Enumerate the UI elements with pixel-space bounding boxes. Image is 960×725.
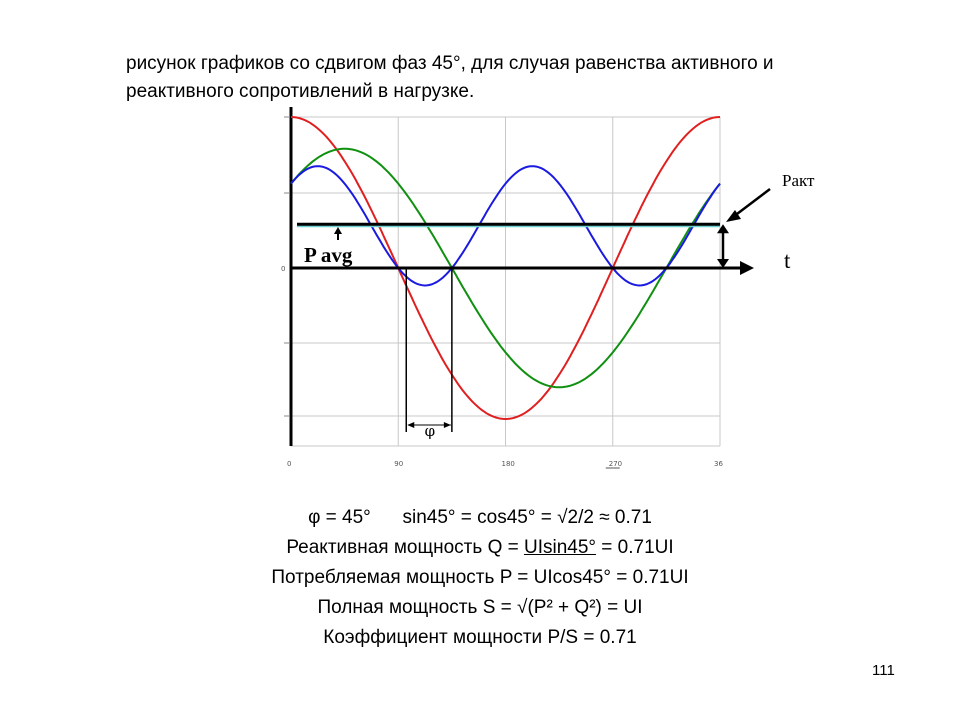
phi-arrow-right — [443, 422, 451, 428]
formula-reactive-label: Реактивная мощность Q = — [286, 537, 524, 558]
x-tick-label: 270 — [609, 460, 622, 468]
formula-line-1: φ = 45° sin45° = cos45° = √2/2 ≈ 0.71 — [200, 503, 760, 533]
overlay-layer: Ракт t P avg φ — [291, 171, 815, 440]
x-tick-label: 36 — [714, 460, 723, 468]
p-avg-marker-head — [334, 227, 342, 234]
t-axis-label: t — [784, 248, 791, 273]
x-tick-label: 90 — [394, 460, 403, 468]
voltage-curve — [290, 116, 721, 421]
p-act-arrow-down — [717, 259, 729, 268]
x-tick-label: 180 — [502, 460, 515, 468]
formula-line-5: Коэффициент мощности P/S = 0.71 — [323, 627, 637, 648]
grid-layer — [289, 107, 721, 447]
p-act-pointer — [732, 188, 771, 218]
power-curve — [290, 165, 721, 287]
formula-line-2: Реактивная мощность Q = UIsin45° = 0.71U… — [200, 533, 760, 563]
formula-line-3: Потребляемая мощность P = UIcos45° = 0.7… — [271, 567, 689, 588]
y-zero-label: 0 — [281, 265, 285, 273]
formula-sin-cos: sin45° = cos45° = √2/2 ≈ 0.71 — [402, 507, 652, 528]
formula-phi: φ = 45° — [308, 507, 371, 528]
page-number: 111 — [872, 662, 895, 679]
t-axis-arrowhead — [740, 261, 754, 275]
p-act-arrow-up — [717, 224, 729, 234]
phi-arrow-left — [407, 422, 415, 428]
formula-line-4: Полная мощность S = √(P² + Q²) = UI — [317, 597, 643, 618]
x-tick-label: 0 — [287, 460, 291, 468]
p-act-pointer-head — [726, 210, 741, 222]
formula-block: φ = 45° sin45° = cos45° = √2/2 ≈ 0.71 Ре… — [200, 503, 760, 653]
tick-layer: 0 0 90 180 270 36 — [281, 116, 723, 469]
slide-title: рисунок графиков со сдвигом фаз 45°, для… — [126, 53, 774, 102]
phi-label: φ — [425, 422, 436, 440]
p-act-label: Ракт — [782, 171, 815, 190]
formula-reactive-value: = 0.71UI — [596, 537, 674, 558]
current-curve — [290, 147, 721, 389]
p-avg-label: P avg — [304, 243, 353, 267]
formula-reactive-underlined: UIsin45° — [524, 537, 597, 558]
series-layer — [290, 116, 721, 421]
